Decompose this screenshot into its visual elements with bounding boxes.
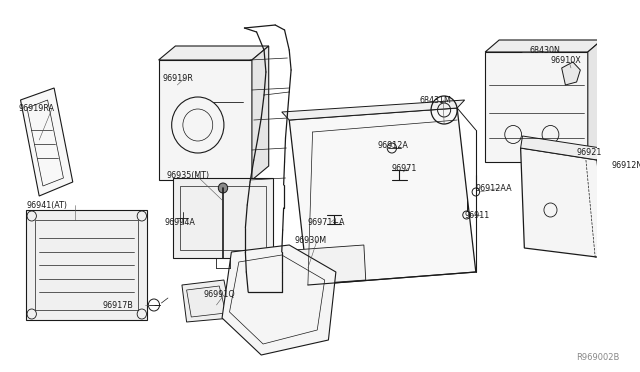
Polygon shape	[485, 52, 588, 162]
Circle shape	[218, 183, 228, 193]
Polygon shape	[159, 46, 269, 60]
Polygon shape	[173, 178, 273, 258]
Text: R969002B: R969002B	[577, 353, 620, 362]
Polygon shape	[159, 60, 252, 180]
Text: 96911: 96911	[465, 211, 490, 219]
Text: 96971+A: 96971+A	[308, 218, 346, 227]
Text: 96935(MT): 96935(MT)	[166, 170, 209, 180]
Polygon shape	[597, 148, 609, 258]
Text: 96971: 96971	[392, 164, 417, 173]
Text: 96991Q: 96991Q	[204, 291, 235, 299]
Text: 96912AA: 96912AA	[476, 183, 513, 192]
Text: 96919R: 96919R	[163, 74, 193, 83]
Text: 96912A: 96912A	[378, 141, 409, 150]
Polygon shape	[588, 40, 602, 162]
Text: 96912N: 96912N	[611, 160, 640, 170]
Polygon shape	[282, 100, 465, 120]
Polygon shape	[294, 245, 365, 285]
Polygon shape	[610, 165, 640, 268]
Polygon shape	[222, 245, 336, 355]
Polygon shape	[20, 88, 73, 196]
Polygon shape	[182, 280, 232, 322]
Polygon shape	[26, 210, 147, 320]
Polygon shape	[520, 148, 605, 258]
Polygon shape	[520, 136, 601, 160]
Polygon shape	[252, 46, 269, 180]
Text: 96941(AT): 96941(AT)	[26, 201, 67, 209]
Text: 96917B: 96917B	[102, 301, 134, 310]
Text: 96910X: 96910X	[550, 55, 581, 64]
Text: 96921: 96921	[577, 148, 602, 157]
Text: 96994A: 96994A	[164, 218, 195, 227]
Text: 68431M: 68431M	[420, 96, 452, 105]
Text: 68430N: 68430N	[530, 45, 561, 55]
Polygon shape	[485, 40, 602, 52]
Polygon shape	[562, 62, 580, 85]
Text: 96930M: 96930M	[295, 235, 327, 244]
Polygon shape	[289, 108, 476, 285]
Text: 96919RA: 96919RA	[19, 103, 54, 112]
